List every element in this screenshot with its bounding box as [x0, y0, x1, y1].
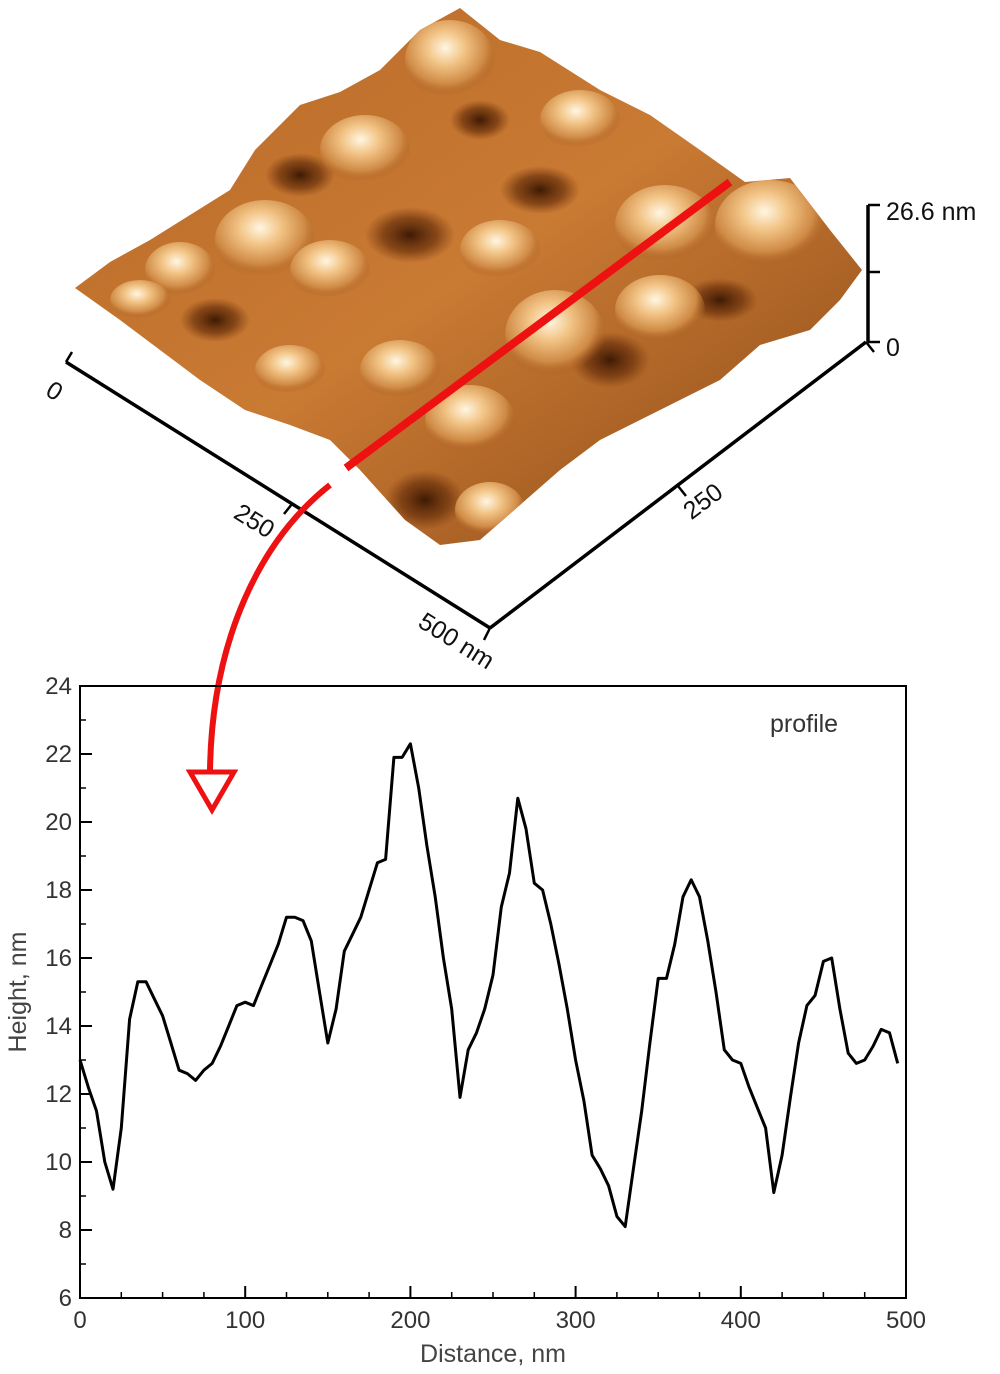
- y-tick-label: 20: [45, 809, 72, 836]
- x-axis-title: Distance, nm: [420, 1340, 566, 1368]
- y-tick-label: 18: [45, 877, 72, 904]
- x-axis: 0 100 200 300 400 500: [73, 1286, 926, 1334]
- x-tick-label: 100: [225, 1307, 265, 1334]
- afm-x-start-label: 0: [41, 376, 68, 407]
- profile-cut-marker: [185, 178, 733, 815]
- y-tick-label: 6: [59, 1285, 72, 1312]
- y-tick-label: 22: [45, 741, 72, 768]
- y-axis-title: Height, nm: [4, 932, 32, 1053]
- x-tick-label: 200: [390, 1307, 430, 1334]
- y-axis: 6 8 10 12 14 16 18 20 22 24: [45, 673, 92, 1312]
- profile-line: [78, 742, 900, 1229]
- y-tick-label: 10: [45, 1149, 72, 1176]
- afm-z-bottom-label: 0: [886, 334, 900, 362]
- afm-surface: [75, 8, 862, 545]
- profile-annotation: profile: [770, 710, 838, 738]
- y-tick-label: 8: [59, 1217, 72, 1244]
- x-tick-label: 300: [556, 1307, 596, 1334]
- afm-y-mid-label: 250: [678, 478, 728, 525]
- afm-axes: [64, 203, 880, 641]
- afm-z-top-label: 26.6 nm: [886, 198, 976, 226]
- x-tick-label: 0: [73, 1307, 86, 1334]
- profile-chart: 6 8 10 12 14 16 18 20 22 24 0 100 200 300 400 500 prof…: [4, 673, 926, 1368]
- x-tick-label: 500: [886, 1307, 926, 1334]
- y-tick-label: 16: [45, 945, 72, 972]
- x-tick-label: 400: [721, 1307, 761, 1334]
- afm-x-mid-label: 250: [229, 498, 279, 544]
- afm-x-end-label: 500 nm: [413, 607, 499, 675]
- y-tick-label: 14: [45, 1013, 72, 1040]
- y-tick-label: 12: [45, 1081, 72, 1108]
- y-tick-label: 24: [45, 673, 72, 700]
